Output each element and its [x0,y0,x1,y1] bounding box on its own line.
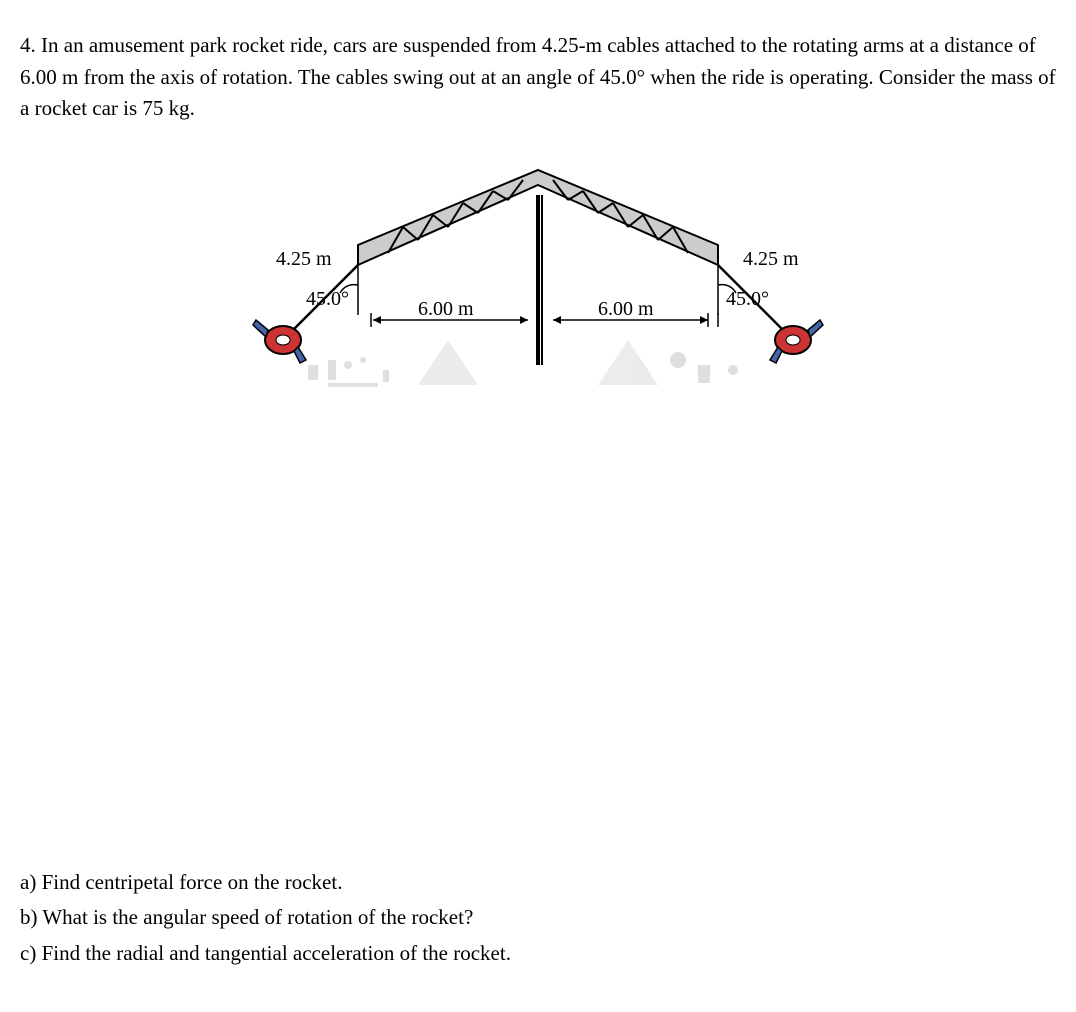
right-arm-label: 6.00 m [598,298,654,320]
ride-diagram: 4.25 m 4.25 m 45.0° 45.0° 6.00 m 6.00 m [188,165,888,445]
left-angle-label: 45.0° [306,288,349,310]
problem-statement: 4. In an amusement park rocket ride, car… [20,30,1056,125]
right-angle-label: 45.0° [726,288,769,310]
question-a: a) Find centripetal force on the rocket. [20,865,1056,901]
right-cable-label: 4.25 m [743,248,799,270]
question-b: b) What is the angular speed of rotation… [20,900,1056,936]
left-cable-label: 4.25 m [276,248,332,270]
question-c: c) Find the radial and tangential accele… [20,936,1056,972]
left-arm-label: 6.00 m [418,298,474,320]
diagram-svg: 4.25 m 4.25 m 45.0° 45.0° 6.00 m 6.00 m [188,165,888,445]
questions-block: a) Find centripetal force on the rocket.… [20,865,1056,972]
